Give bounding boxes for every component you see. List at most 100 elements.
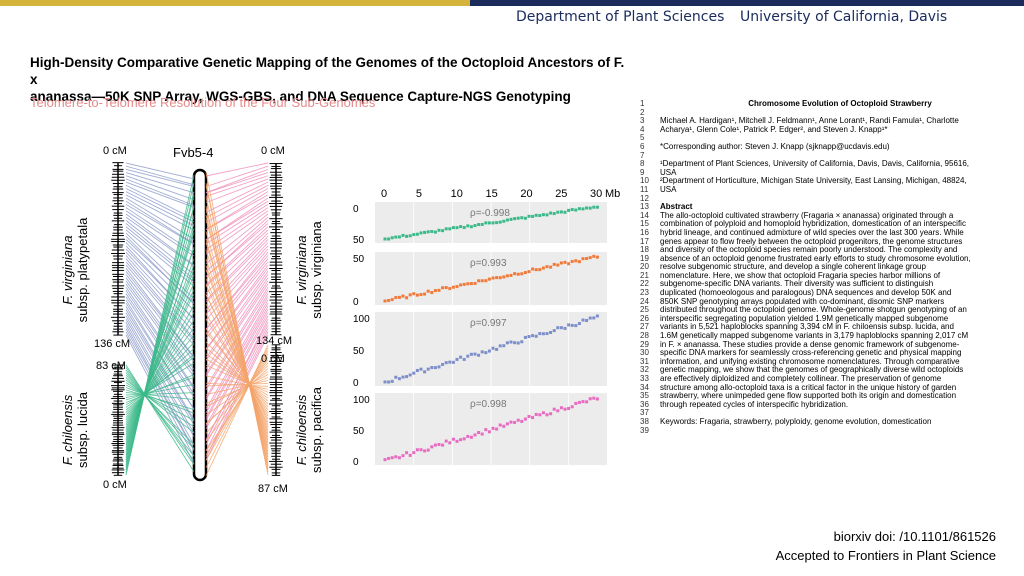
connector-line <box>205 347 269 468</box>
connector-line <box>205 274 269 361</box>
connector-line <box>125 274 195 362</box>
scatter-point <box>527 414 531 418</box>
scatter-point <box>498 423 502 427</box>
right-bottom-end-label: 87 cM <box>258 483 288 495</box>
scatter-point <box>484 279 488 283</box>
scatter-point <box>405 296 409 300</box>
university-label: University of California, Davis <box>740 9 948 25</box>
scatter-point <box>523 271 527 275</box>
scatter-point <box>563 260 567 264</box>
taxon-subspecies: subsp. pacifica <box>309 386 324 473</box>
scatter-point <box>509 420 513 424</box>
connector-line <box>125 229 195 287</box>
connector-line <box>125 369 195 461</box>
scatter-point <box>383 237 387 241</box>
scatter-point <box>383 380 387 384</box>
scatter-point <box>513 217 517 221</box>
abstract-line: 26 interspecific segregating population y… <box>640 314 1020 324</box>
scatter-point <box>466 434 470 438</box>
scatter-point <box>581 257 585 261</box>
connector-line <box>205 328 269 411</box>
taxon-subspecies: subsp. virginiana <box>309 220 324 318</box>
scatter-point <box>473 433 477 437</box>
abstract-line: 7 <box>640 151 1020 161</box>
connector-line <box>205 165 269 188</box>
scatter-point <box>484 221 488 225</box>
scatter-point <box>477 223 481 227</box>
line-number: 21 <box>640 270 649 280</box>
scatter-point <box>397 377 401 381</box>
rho-label: ρ=0.997 <box>470 318 507 329</box>
rho-label: ρ=-0.998 <box>470 208 510 219</box>
scatter-point <box>534 412 538 416</box>
connector-line <box>205 204 269 245</box>
line-text: genetic mapping, we show that the genome… <box>660 365 964 375</box>
taxon-label-2: F. virginiana subsp. virginiana <box>294 220 324 318</box>
scatter-point <box>462 437 466 441</box>
scatter-point <box>387 380 391 384</box>
scatter-point <box>538 214 542 218</box>
connector-line <box>205 322 269 440</box>
scatter-point <box>577 207 581 211</box>
scatter-point <box>415 232 419 236</box>
scatter-point <box>588 397 592 401</box>
line-text: 1.6M genetically mapped subgenome varian… <box>660 331 969 341</box>
abstract-line: 9 USA <box>640 168 1020 178</box>
right-bottom-start-label: 0 cM <box>261 353 285 365</box>
line-text: variants in 5,521 haploblocks spanning 3… <box>660 322 954 332</box>
connector-line <box>125 175 195 201</box>
connector-line <box>205 168 269 194</box>
scatter-point <box>426 230 430 234</box>
scatter-point <box>462 282 466 286</box>
scatter-point <box>541 411 545 415</box>
abstract-line: 23 duplicated (homoeologous and paralogou… <box>640 288 1020 298</box>
scatter-point <box>423 230 427 234</box>
scatter-point <box>401 375 405 379</box>
scatter-point <box>513 420 517 424</box>
line-number: 35 <box>640 391 649 401</box>
scatter-point <box>397 295 401 299</box>
abstract-line: 31 information, and unifying existing chr… <box>640 357 1020 367</box>
scatter-point <box>469 282 473 286</box>
scatter-point <box>559 210 563 214</box>
scatter-point <box>484 428 488 432</box>
department-label: Department of Plant Sciences <box>516 9 725 25</box>
line-number: 38 <box>640 416 649 426</box>
scatter-point <box>451 226 455 230</box>
scatter-point <box>412 451 416 455</box>
scatter-point <box>408 293 412 297</box>
line-text: specific DNA markers for seamlessly cros… <box>660 348 962 358</box>
connector-line <box>125 362 195 406</box>
scatter-point <box>588 206 592 210</box>
y-tick-label: 0 <box>353 457 359 468</box>
scatter-point <box>541 213 545 217</box>
line-text: USA <box>660 184 677 194</box>
connector-line <box>125 334 195 418</box>
scatter-point <box>498 220 502 224</box>
line-text: combination of polyploid and homoploid h… <box>660 219 966 229</box>
scatter-point <box>563 407 567 411</box>
scatter-point <box>455 357 459 361</box>
scatter-point <box>595 397 599 401</box>
scatter-point <box>390 379 394 383</box>
connector-line <box>125 374 195 450</box>
line-text: Keywords: Fragaria, strawberry, polyploi… <box>660 416 932 426</box>
scatter-point <box>585 257 589 261</box>
scatter-point <box>541 332 545 336</box>
abstract-line: 24 850K SNP genotyping arrays populated w… <box>640 297 1020 307</box>
scatter-point <box>455 285 459 289</box>
connector-line <box>125 226 195 283</box>
scatter-point <box>538 268 542 272</box>
abstract-line: 27 variants in 5,521 haploblocks spanning… <box>640 323 1020 332</box>
scatter-point <box>459 283 463 287</box>
scatter-point <box>523 417 527 421</box>
scatter-point <box>401 454 405 458</box>
connector-line <box>205 344 269 476</box>
scatter-point <box>415 293 419 297</box>
scatter-point <box>570 208 574 212</box>
scatter-point <box>495 347 499 351</box>
scatter-point <box>423 292 427 296</box>
taxon-label-1: F. chiloensis subsp. lucida <box>60 391 90 468</box>
abstract-line: 19 absence of an octoploid genome frustra… <box>640 254 1020 264</box>
title-line-1: High-Density Comparative Genetic Mapping… <box>30 55 625 87</box>
